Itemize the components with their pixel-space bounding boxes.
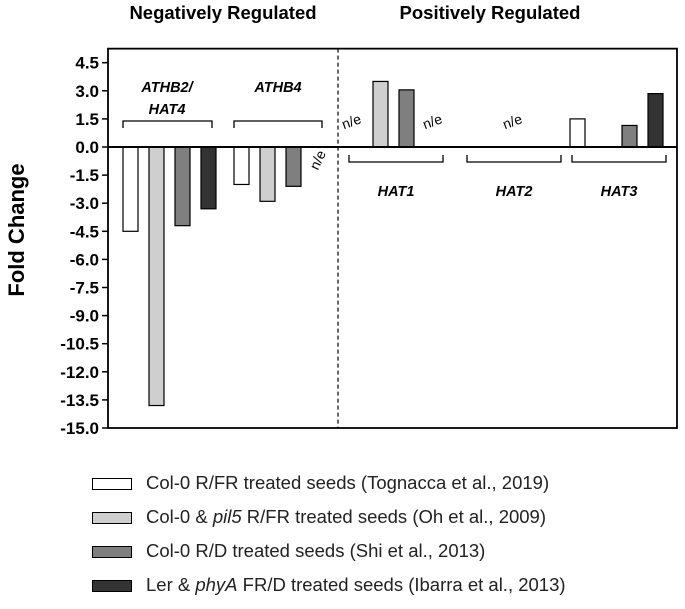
bar — [259, 146, 276, 202]
na-label: n/e — [306, 147, 329, 172]
bar — [569, 118, 586, 148]
gene-label: HAT1 — [378, 184, 415, 200]
bar — [233, 146, 250, 186]
y-tick-label: -6.0 — [70, 250, 99, 269]
bar — [621, 124, 638, 148]
legend-swatch — [92, 546, 132, 558]
gene-bracket — [571, 155, 667, 163]
gene-label: ATHB2/ — [140, 80, 194, 96]
y-tick-label: -13.5 — [60, 391, 99, 410]
gene-label: HAT2 — [496, 184, 533, 200]
y-tick-label: 1.5 — [75, 110, 99, 129]
legend-swatch — [92, 512, 132, 524]
na-label: n/e — [339, 110, 363, 132]
na-label: n/e — [500, 110, 524, 132]
gene-bracket — [233, 120, 323, 128]
bar — [372, 80, 389, 148]
y-tick-label: -7.5 — [70, 279, 99, 298]
group-title-negative: Negatively Regulated — [129, 2, 316, 23]
bar — [174, 146, 191, 227]
legend-swatch — [92, 478, 132, 490]
legend-label: Col-0 R/FR treated seeds (Tognacca et al… — [146, 472, 550, 493]
y-tick-label: -12.0 — [60, 363, 99, 382]
y-tick-label: 0.0 — [75, 138, 99, 157]
legend-label: Ler & phyA FR/D treated seeds (Ibarra et… — [146, 574, 566, 595]
y-tick-label: -1.5 — [70, 166, 99, 185]
y-axis-label: Fold Change — [4, 163, 29, 296]
gene-bracket — [466, 155, 562, 163]
gene-label: HAT3 — [601, 184, 638, 200]
gene-bracket — [348, 155, 444, 163]
legend-label: Col-0 & pil5 R/FR treated seeds (Oh et a… — [146, 506, 547, 527]
gene-bracket — [122, 120, 213, 128]
group-title-positive: Positively Regulated — [400, 2, 581, 23]
bar — [285, 146, 302, 187]
y-tick-label: -3.0 — [70, 194, 99, 213]
plot-frame — [107, 47, 678, 429]
bar — [647, 93, 664, 148]
gene-label: HAT4 — [149, 102, 186, 118]
y-tick-label: -10.5 — [60, 335, 99, 354]
na-label: n/e — [420, 110, 444, 132]
bar — [122, 146, 139, 232]
y-tick-label: -9.0 — [70, 307, 99, 326]
y-tick-label: 3.0 — [75, 82, 99, 101]
y-tick-label: -4.5 — [70, 222, 99, 241]
bar — [200, 146, 217, 210]
bar — [398, 89, 415, 148]
legend-label: Col-0 R/D treated seeds (Shi et al., 201… — [146, 540, 486, 561]
y-tick-label: -15.0 — [60, 419, 99, 438]
legend-swatch — [92, 580, 132, 592]
bar — [148, 146, 165, 407]
y-tick-label: 4.5 — [75, 54, 99, 73]
gene-label: ATHB4 — [253, 80, 301, 96]
fold-change-chart: Negatively Regulated Positively Regulated… — [4, 2, 678, 438]
